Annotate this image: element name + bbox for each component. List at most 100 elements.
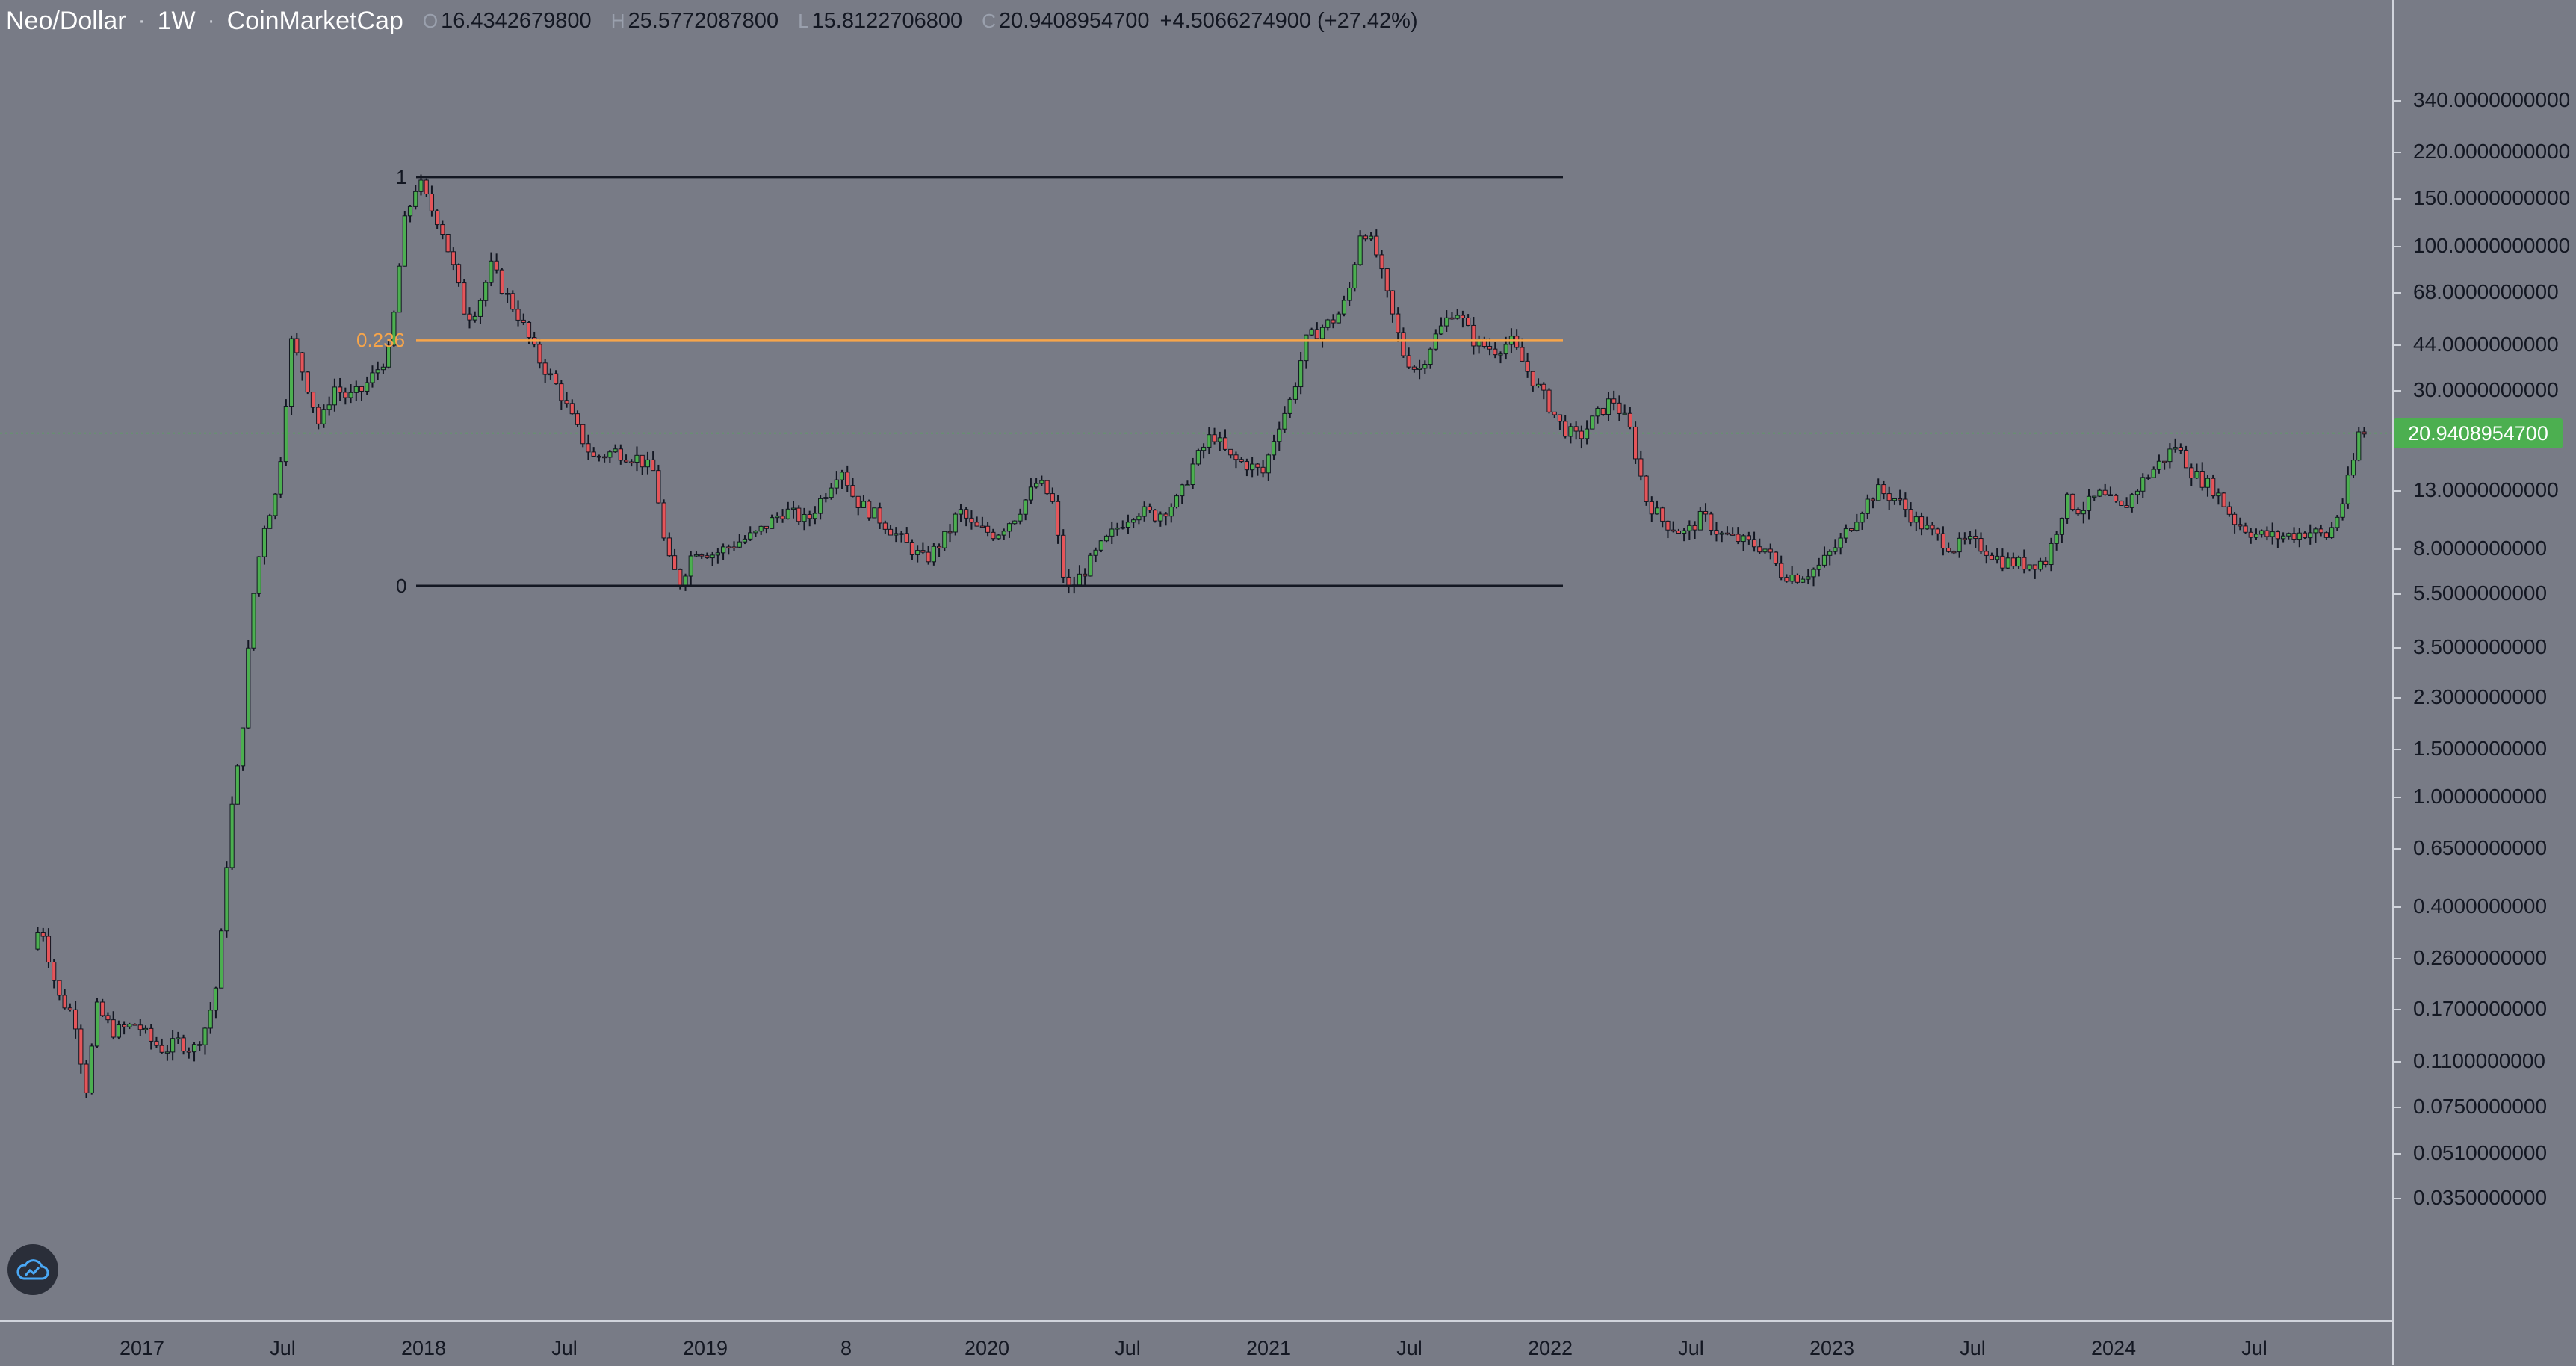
candle-body-up [2345,475,2350,504]
candle-body-up [2097,489,2102,497]
tradingview-cloud-icon[interactable] [7,1244,58,1295]
candle [278,457,283,498]
candle-body-up [1428,348,1433,365]
price-tick-label: 68.0000000000 [2413,280,2559,304]
candle-body-up [1341,300,1347,315]
candle-body-down [2114,495,2119,502]
candle-body-down [559,383,564,401]
candle [1228,448,1233,459]
candle-body-down [186,1051,191,1053]
candle-body-up [1357,235,1363,265]
candle [1331,314,1336,329]
candle [273,493,278,520]
candle-body-up [693,554,699,557]
candle-body-down [575,413,580,425]
candle-body-up [2054,534,2059,544]
candle-body-down [623,460,629,463]
candle-body-up [1352,264,1357,288]
price-tick-mark [2392,152,2401,154]
candle [1687,520,1692,540]
price-tick-label: 3.5000000000 [2413,634,2548,658]
candle [602,454,607,463]
legend-separator: · [137,8,146,33]
candle [1357,230,1363,266]
candle [953,512,958,536]
candle-body-down [850,485,855,497]
candle-body-up [219,930,224,989]
candle [208,1002,213,1034]
candle-body-up [2329,527,2335,538]
candle-body-down [294,338,300,353]
candle-body-up [1697,510,1703,531]
candle-body-down [451,251,456,265]
candle-body-down [1460,315,1466,318]
symbol-legend[interactable]: Neo/Dollar · 1W · CoinMarketCap O 16.434… [6,3,1418,39]
candle [219,928,224,989]
candle-body-up [1806,576,1811,580]
candle [1611,390,1617,411]
price-axis[interactable] [2392,0,2576,1365]
candle [2243,522,2248,534]
candle-body-up [2156,460,2162,470]
candle [52,959,57,989]
candle-body-down [154,1040,159,1046]
candle-body-down [1363,235,1368,240]
candle-body-up [2205,478,2211,488]
candle [1044,480,1050,495]
candle-body-up [348,392,353,398]
candle-body-down [926,551,931,563]
candle [370,365,375,388]
candle-body-up [1860,513,1865,523]
candle-body-up [931,546,936,563]
candle [1940,526,1946,556]
time-axis[interactable] [0,1320,2392,1366]
symbol-name[interactable]: Neo/Dollar [6,6,126,35]
candle-body-up [2173,447,2178,450]
time-tick-label: Jul [1396,1337,1422,1359]
candle-body-up [1741,535,1746,543]
candle [2016,555,2022,569]
candle [1001,528,1006,540]
candle-body-up [1136,516,1142,521]
candle-body-down [969,517,974,523]
interval-label[interactable]: 1W [157,6,196,35]
candle [1201,443,1207,459]
candle-body-up [1142,506,1147,517]
candle-body-up [1180,484,1185,497]
candle [688,551,693,586]
candle-body-up [1098,540,1103,551]
candle-body-down [1493,348,1498,356]
candle [542,359,548,383]
candle [1843,524,1848,543]
candle-body-down [2102,489,2108,495]
candle [780,509,785,523]
candle-body-down [1449,317,1455,320]
candle [1401,327,1406,358]
candle-body-down [1795,575,1800,583]
candle-body-down [1935,528,1940,534]
candle-body-up [326,404,332,410]
candle [338,377,343,401]
candle [947,524,953,543]
candle [2178,443,2183,454]
price-tick-label: 0.0510000000 [2413,1140,2548,1164]
candle [715,548,720,564]
candle-body-down [1930,525,1935,530]
candle [683,573,688,591]
candle-body-up [2037,560,2043,570]
candle [2092,495,2097,501]
candle [580,424,586,448]
price-tick-mark [2392,1060,2401,1063]
candle [1185,480,1190,486]
candle-body-up [872,507,877,519]
candle-body-down [618,448,623,461]
candle-body-up [1838,537,1843,548]
candle-body-up [688,555,693,577]
candle-body-up [273,493,278,516]
candle-body-down [580,424,586,445]
candle [1476,335,1481,354]
candle-body-down [888,528,894,536]
candle-body-up [380,366,386,371]
candle-body-down [964,509,969,519]
